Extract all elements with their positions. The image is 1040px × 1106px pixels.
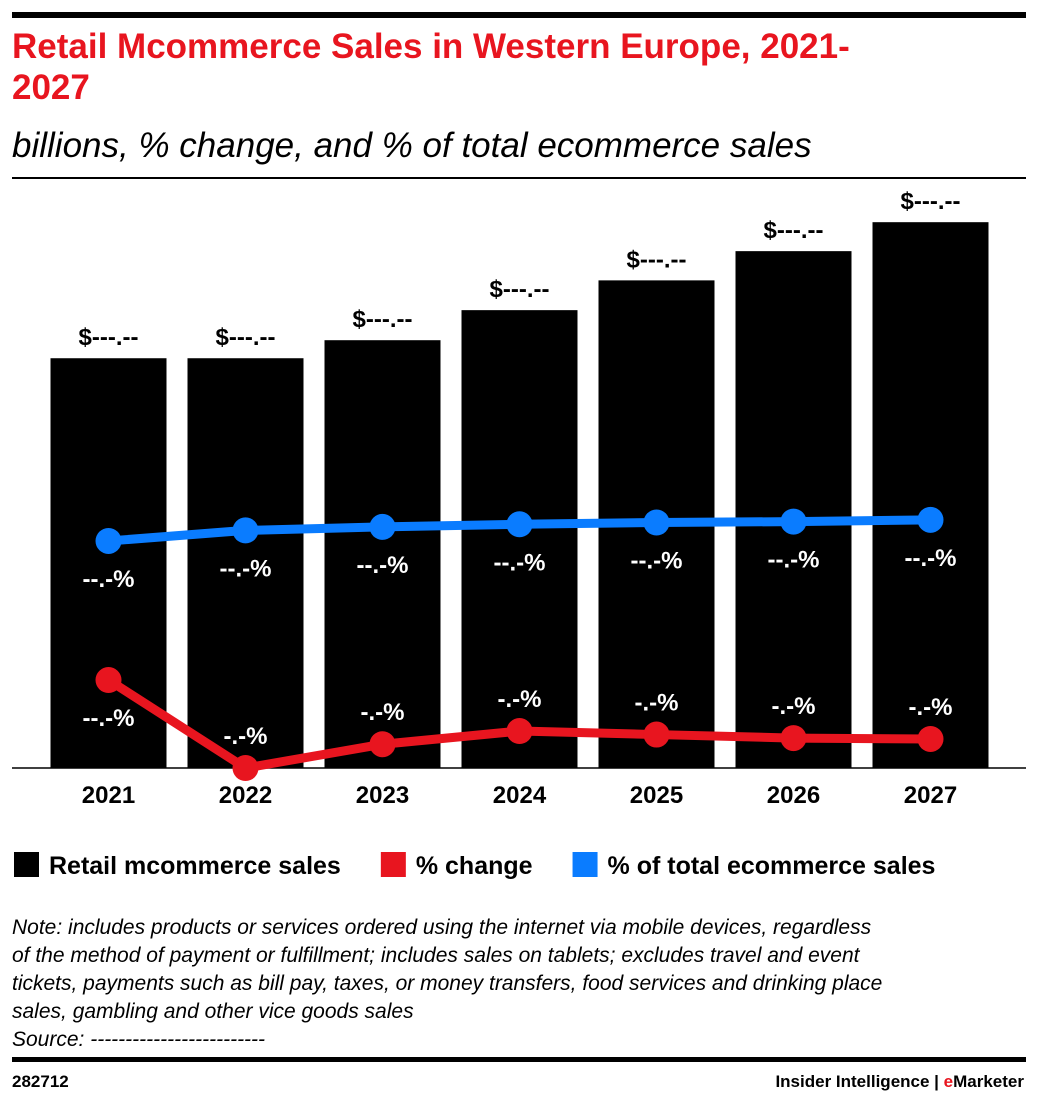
x-tick-label: 2027 — [904, 782, 957, 809]
note-line: tickets, payments such as bill pay, taxe… — [12, 972, 883, 995]
brand: Insider Intelligence | eMarketer — [775, 1072, 1024, 1092]
data-label: $---.-- — [627, 246, 687, 273]
point — [917, 725, 944, 752]
point — [95, 527, 122, 554]
data-label: $---.-- — [764, 217, 824, 244]
point — [780, 725, 807, 752]
data-label: --.-% — [83, 566, 135, 593]
data-label: --.-% — [905, 545, 957, 572]
note-line: Note: includes products or services orde… — [12, 916, 872, 939]
data-label: $---.-- — [490, 276, 550, 303]
source: Source: ------------------------- — [12, 1028, 266, 1051]
data-label: --.-% — [83, 705, 135, 732]
legend-swatch — [572, 852, 598, 877]
bar — [324, 340, 441, 768]
notes: Note: includes products or services orde… — [12, 914, 882, 1054]
data-label: $---.-- — [216, 324, 276, 351]
data-label: $---.-- — [901, 188, 961, 215]
point — [369, 513, 396, 540]
data-label: -.-% — [361, 699, 405, 726]
chart-title: Retail Mcommerce Sales in Western Europe… — [12, 27, 850, 107]
data-label: -.-% — [498, 686, 542, 713]
data-label: --.-% — [357, 552, 409, 579]
data-label: -.-% — [224, 723, 268, 750]
point — [369, 731, 396, 758]
data-label: --.-% — [631, 547, 683, 574]
data-label: -.-% — [635, 690, 679, 717]
chart: $---.-- $---.-- $---.-- $---.-- $---.-- $---.… — [12, 188, 1026, 880]
data-label: --.-% — [494, 549, 546, 576]
data-label: --.-% — [220, 555, 272, 582]
point — [643, 509, 670, 536]
legend-swatch — [14, 852, 39, 877]
point — [232, 755, 259, 781]
note-line: of the method of payment or fulfillment;… — [12, 944, 860, 967]
data-label: $---.-- — [353, 306, 413, 333]
x-tick-label: 2024 — [493, 782, 547, 809]
point — [232, 517, 259, 544]
x-tick-label: 2026 — [767, 782, 820, 809]
chart-subtitle: billions, % change, and % of total ecomm… — [12, 126, 812, 165]
x-tick-label: 2022 — [219, 782, 272, 809]
legend-label: Retail mcommerce sales — [49, 852, 341, 880]
point — [917, 506, 944, 533]
point — [506, 511, 533, 538]
legend-label: % change — [416, 852, 533, 880]
header-rule — [12, 177, 1026, 179]
bar — [872, 222, 989, 768]
brand-text: e — [943, 1072, 954, 1091]
chart-id: 282712 — [12, 1072, 69, 1091]
data-label: -.-% — [909, 694, 953, 721]
brand-text: Marketer — [953, 1072, 1024, 1091]
point — [643, 721, 670, 748]
data-label: $---.-- — [79, 324, 139, 351]
legend-label: % of total ecommerce sales — [608, 852, 936, 880]
bar — [187, 358, 304, 768]
brand-text: Insider Intelligence | — [775, 1072, 944, 1091]
data-label: -.-% — [772, 693, 816, 720]
bar — [461, 310, 578, 768]
legend-swatch — [380, 852, 406, 877]
data-label: --.-% — [768, 547, 820, 574]
point — [506, 718, 533, 745]
x-tick-label: 2023 — [356, 782, 409, 809]
x-tick-label: 2021 — [82, 782, 135, 809]
x-tick-label: 2025 — [630, 782, 683, 809]
point — [780, 508, 807, 535]
bottom-rule — [12, 1057, 1026, 1062]
point — [95, 667, 122, 694]
note-line: sales, gambling and other vice goods sal… — [12, 1000, 414, 1023]
top-rule — [12, 12, 1026, 18]
